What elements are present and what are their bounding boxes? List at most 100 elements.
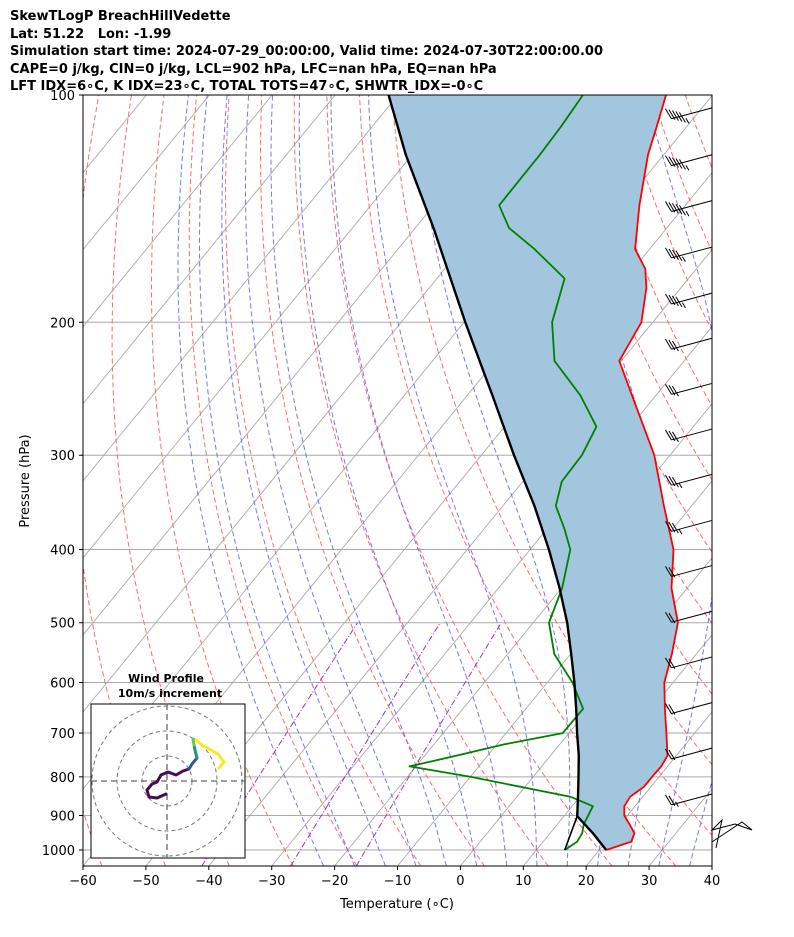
barb-staff: [671, 747, 713, 760]
barb-flag: [665, 108, 672, 119]
barb-staff: [671, 428, 713, 441]
barb-flag: [668, 612, 676, 624]
wind-barb: [665, 610, 713, 624]
y-tick-label: 900: [50, 809, 75, 824]
isotherm-line: [460, 557, 712, 866]
barb-staff: [671, 382, 713, 395]
barb-flag: [672, 110, 679, 121]
dry-adiabat: [326, 95, 613, 866]
isotherm-line: [83, 95, 525, 636]
y-tick-label: 100: [50, 89, 75, 104]
barb-half-flag: [682, 256, 686, 262]
parcel-profile: [387, 95, 608, 851]
barb-flag: [665, 155, 672, 166]
barb-flag: [672, 476, 679, 488]
isotherm-line: [83, 95, 84, 97]
barb-staff: [671, 519, 713, 532]
isotherm-line: [83, 95, 210, 251]
y-tick-label: 300: [50, 449, 75, 464]
barb-staff: [671, 702, 713, 714]
barb-flag: [679, 204, 686, 216]
barb-flag: [668, 658, 676, 670]
barb-flag: [672, 203, 679, 214]
barb-flag: [668, 567, 676, 578]
x-tick-label: −10: [384, 874, 411, 889]
moist-adiabat: [177, 95, 325, 866]
barb-flag: [672, 385, 679, 397]
barb-flag: [672, 340, 679, 352]
dry-adiabat: [684, 95, 712, 170]
x-tick-label: −50: [132, 874, 159, 889]
y-tick-label: 800: [50, 771, 75, 786]
barb-flag: [668, 109, 676, 120]
wind-barb: [665, 428, 713, 443]
sounding-profiles: [387, 95, 679, 851]
barb-flag: [679, 159, 686, 170]
hodograph-subtitle: 10m/s increment: [118, 687, 222, 700]
dry-adiabat: [359, 95, 677, 866]
x-tick-label: −40: [195, 874, 222, 889]
barb-staff: [671, 473, 713, 486]
axis-ticks: −60 −50 −40 −30 −20 −10 0 10 20 30 40 100 200 300 400 5…: [42, 89, 720, 889]
x-tick-label: 0: [456, 874, 464, 889]
y-tick-label: 1000: [42, 844, 75, 859]
barb-flag: [668, 248, 676, 260]
dry-adiabat: [188, 95, 358, 866]
barb-flag: [665, 429, 672, 441]
moist-adiabat: [199, 95, 356, 866]
barb-flag: [668, 749, 676, 761]
wind-barb: [665, 200, 713, 217]
barb-half-flag: [685, 118, 690, 124]
moist-adiabat: [298, 95, 478, 866]
cape-shade-region: [388, 95, 678, 850]
barb-flag: [668, 521, 676, 533]
barb-staff: [671, 610, 713, 623]
mixing-ratio-line: [355, 622, 502, 866]
moist-adiabat: [368, 95, 538, 866]
y-tick-label: 200: [50, 316, 75, 331]
barb-flag: [672, 157, 679, 168]
x-tick-label: 10: [515, 874, 532, 889]
barb-staff: [671, 200, 713, 212]
hodograph-title: Wind Profile: [128, 672, 204, 685]
barb-flag: [675, 111, 683, 122]
barb-flag: [665, 201, 672, 212]
wind-barbs: [665, 107, 753, 849]
hodograph-trace: [145, 767, 191, 800]
barb-flag: [679, 112, 686, 123]
isotherm-line: [83, 95, 273, 328]
barb-flag: [675, 250, 683, 261]
isotherm-line: [83, 95, 336, 405]
moist-adiabat: [721, 95, 794, 866]
wind-barb-surface: [710, 816, 753, 849]
x-tick-label: −20: [321, 874, 348, 889]
y-tick-label: 400: [50, 544, 75, 559]
barb-staff: [671, 246, 713, 259]
barb-flag: [668, 795, 676, 807]
wind-barb: [665, 565, 713, 578]
dry-adiabat: [259, 95, 485, 866]
barb-flag: [665, 566, 672, 577]
y-tick-label: 500: [50, 617, 75, 632]
barb-half-flag: [675, 801, 679, 808]
moist-adiabat: [270, 95, 447, 866]
barb-staff: [671, 154, 713, 167]
time-line: Simulation start time: 2024-07-29_00:00:…: [10, 44, 603, 60]
wind-barb: [665, 702, 713, 715]
chart-title: SkewTLogP BreachHillVedette: [10, 9, 231, 24]
barb-staff: [710, 816, 753, 849]
dry-adiabat: [783, 95, 794, 866]
location-line: Lat: 51.22 Lon: -1.99: [10, 26, 172, 42]
wind-barb: [665, 793, 713, 808]
wind-barb: [665, 154, 713, 171]
barb-flag: [665, 521, 672, 532]
barb-flag: [675, 158, 683, 169]
barb-flag: [672, 295, 679, 307]
barb-flag: [668, 202, 676, 213]
barb-flag: [668, 294, 676, 306]
barb-flag: [665, 293, 672, 305]
barb-staff: [671, 565, 713, 577]
barb-flag: [668, 704, 676, 715]
y-axis-label: Pressure (hPa): [18, 434, 33, 527]
